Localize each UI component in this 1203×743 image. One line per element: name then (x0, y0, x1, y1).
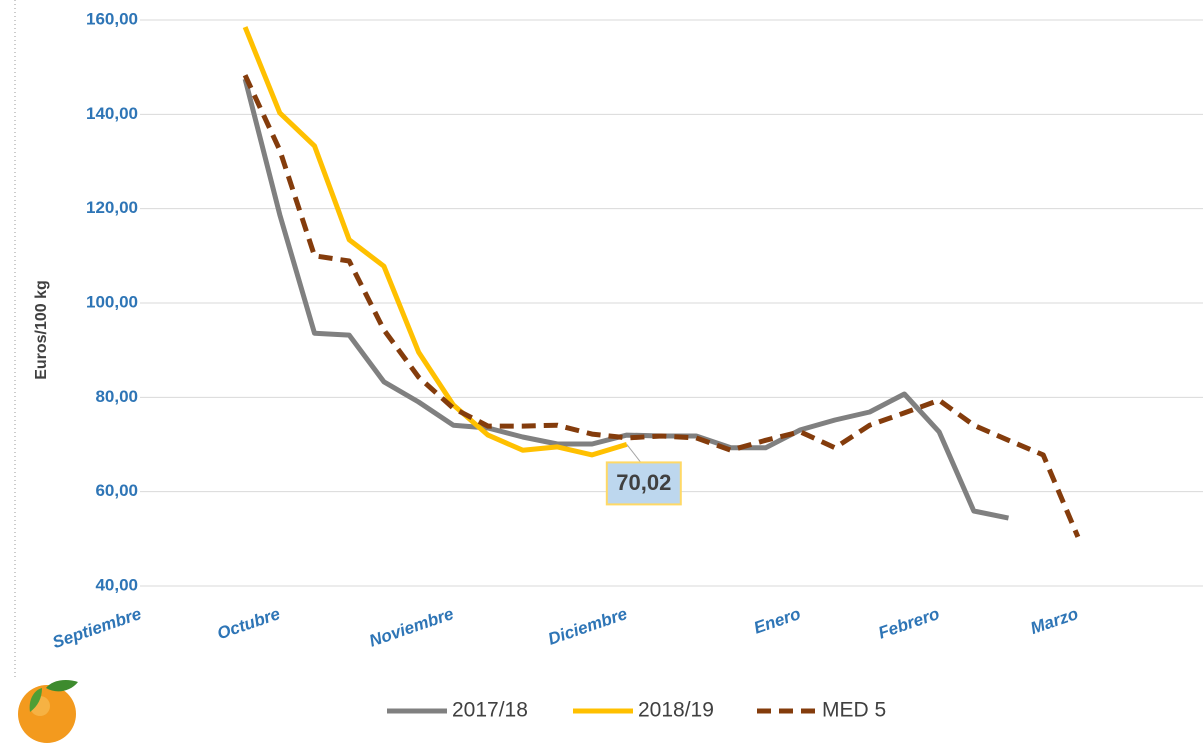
series-line (242, 26, 628, 458)
x-tick-label: Enero (751, 604, 803, 638)
series-line (242, 74, 1081, 538)
y-tick-label: 40,00 (95, 575, 138, 594)
x-tick-label: Diciembre (546, 604, 630, 649)
legend-label: 2017/18 (452, 699, 528, 722)
grid (140, 19, 1203, 587)
y-tick-label: 80,00 (95, 387, 138, 406)
orange-icon (18, 680, 78, 743)
legend-label: MED 5 (822, 699, 886, 722)
x-tick-label: Noviembre (367, 604, 456, 651)
data-label: 70,02 (616, 470, 671, 495)
y-tick-label: 100,00 (86, 292, 138, 311)
y-tick-label: 120,00 (86, 198, 138, 217)
series-line (242, 78, 1010, 521)
y-axis-title: Euros/100 kg (33, 280, 50, 380)
x-tick-label: Marzo (1028, 604, 1081, 638)
legend: 2017/18 2018/19 MED 5 (387, 699, 886, 722)
x-tick-label: Septiembre (50, 604, 144, 652)
y-tick-label: 160,00 (86, 9, 138, 28)
legend-label: 2018/19 (638, 699, 714, 722)
plot (242, 26, 1081, 538)
labels: 40,00 60,00 80,00 100,00 120,00 140,00 160,00 S… (50, 9, 1081, 652)
data-label-box (605, 461, 682, 506)
x-tick-label: Febrero (876, 604, 942, 643)
y-tick-label: 140,00 (86, 104, 138, 123)
y-tick-label: 60,00 (95, 481, 138, 500)
x-tick-label: Octubre (215, 604, 283, 643)
label-leader (626, 444, 642, 463)
